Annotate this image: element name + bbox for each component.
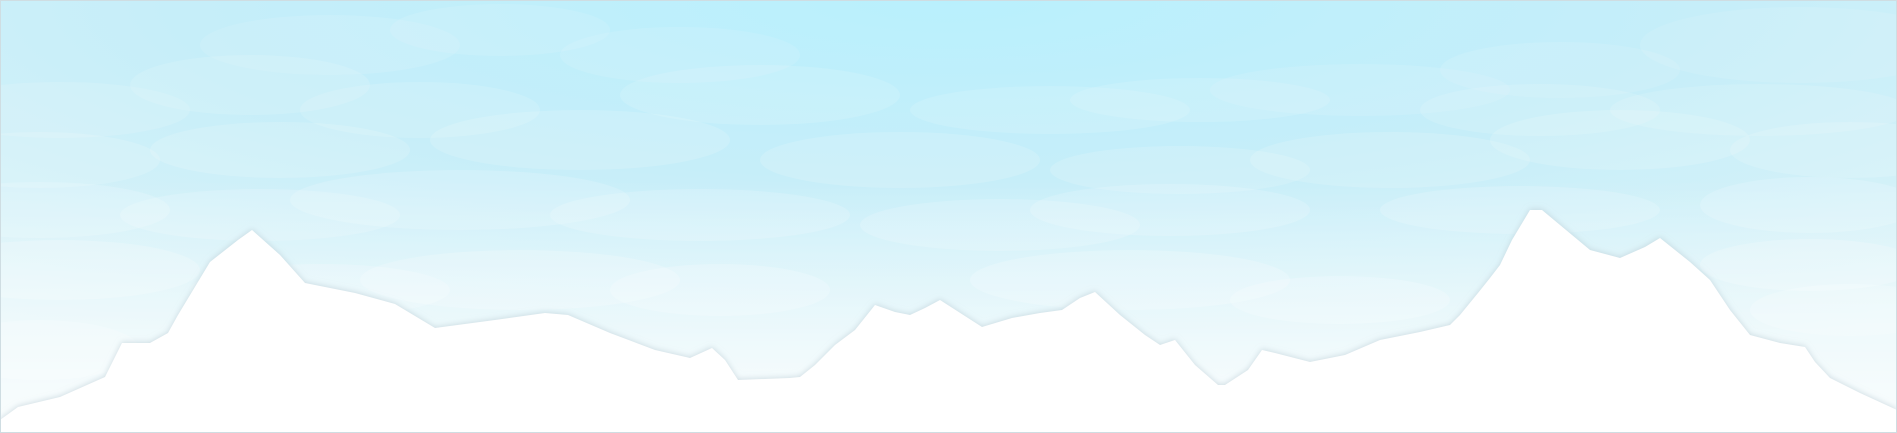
cloud-layer-middle [0,110,1897,194]
mountain-silhouette [0,210,1897,433]
cloud-layer-upper [0,55,1897,138]
cloud-layer-top [200,4,1897,116]
